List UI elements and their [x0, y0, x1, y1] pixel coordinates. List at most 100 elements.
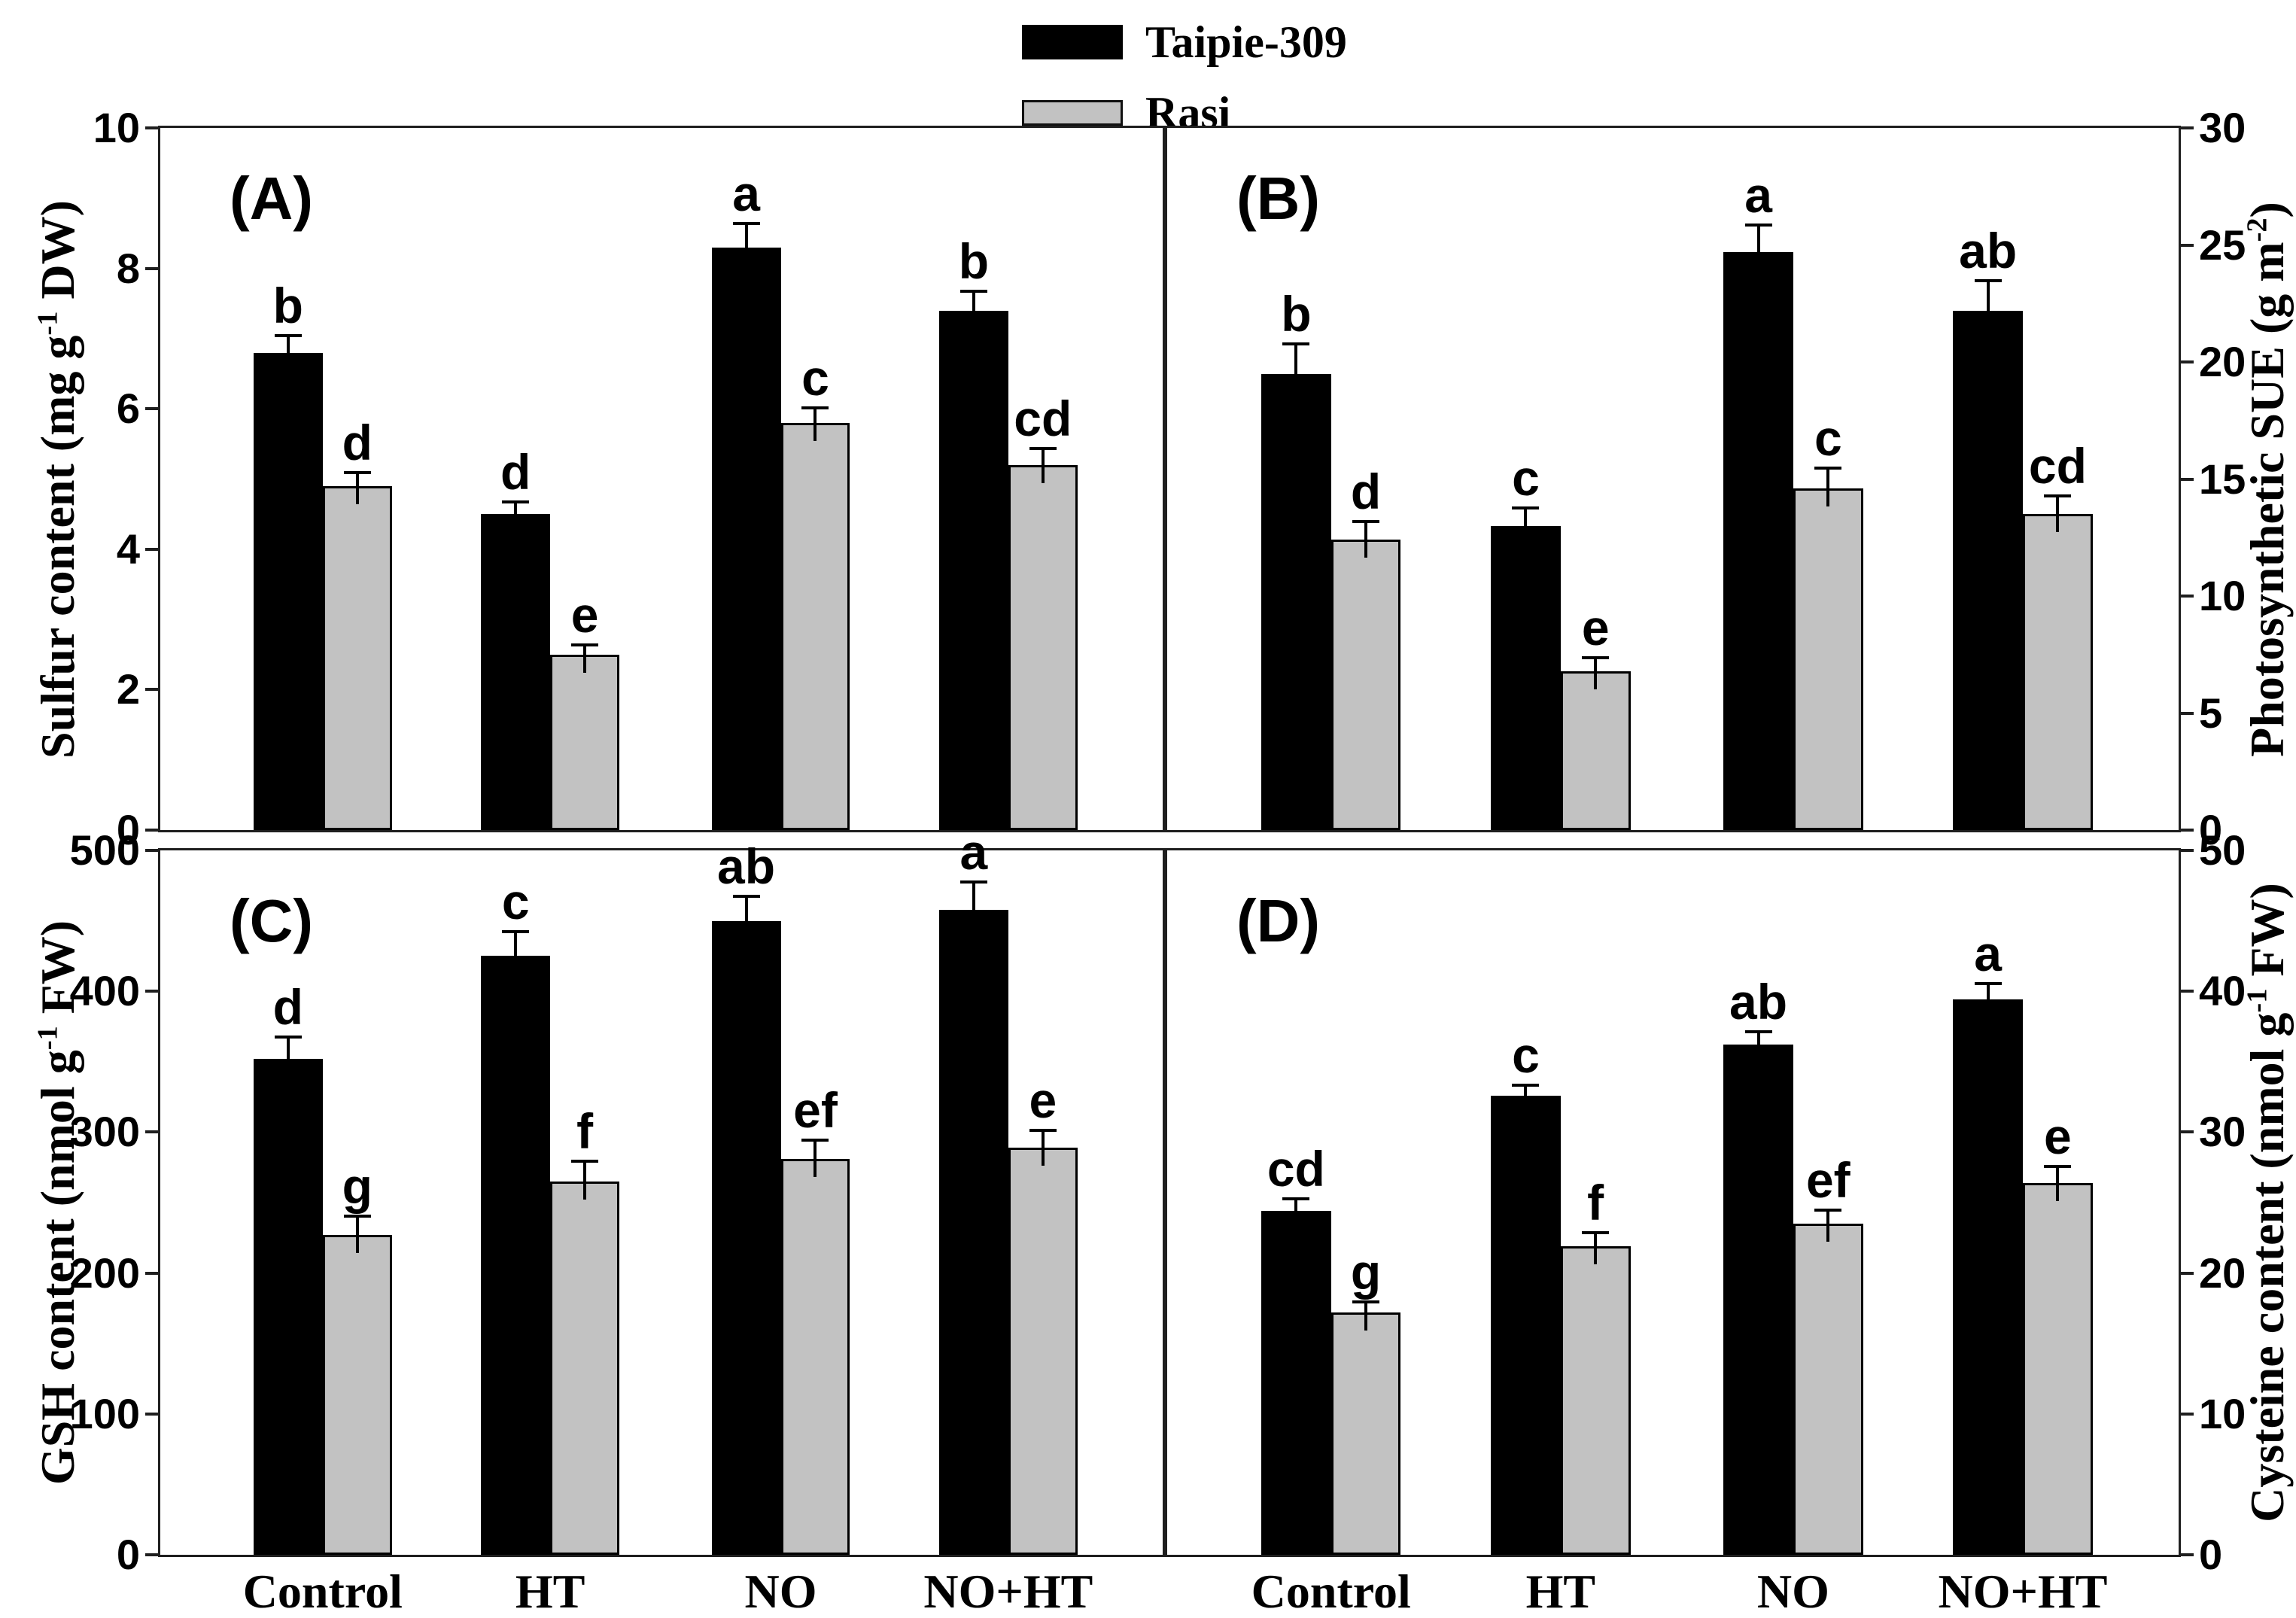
significance-letter: f [1587, 1175, 1604, 1231]
y-axis-tick-label: 4 [116, 525, 140, 573]
panel-a-sulfur-content: (A) 0 2 4 6 8 10 Sulfur content (mg g-1 DW) b d a b… [31, 107, 1165, 851]
significance-letter: e [570, 586, 599, 643]
y-axis-tick [2181, 829, 2194, 832]
bar-rasi-ht [550, 654, 620, 830]
error-bar-stem [1294, 343, 1298, 392]
y-axis-tick [145, 990, 158, 993]
error-bar-stem [1826, 467, 1830, 506]
error-bar-stem [744, 895, 748, 939]
significance-letter: a [732, 165, 760, 221]
significance-letter: ab [1729, 973, 1788, 1029]
bar-rasi-no [1793, 488, 1863, 830]
y-axis-tick-label: 40 [2199, 967, 2246, 1015]
error-bar-cap [1282, 1197, 1310, 1201]
bar-rasi-no [1793, 1224, 1863, 1555]
error-bar-cap [1512, 1083, 1540, 1087]
y-axis-tick [145, 1412, 158, 1416]
bar-rasi-ht [1560, 1246, 1631, 1555]
error-bar-cap [343, 1214, 371, 1218]
y-axis-title: GSH content (nmol g-1 FW) [30, 920, 86, 1485]
y-axis-tick [2181, 360, 2194, 363]
error-bar-stem [1594, 656, 1598, 689]
error-bar-stem [286, 335, 290, 371]
bar-taipie-309-no [1723, 251, 1793, 830]
significance-letter: c [1814, 409, 1842, 466]
y-axis-tick-label: 30 [2199, 1108, 2246, 1156]
y-axis-tick-label: 200 [69, 1248, 140, 1297]
y-axis-tick-label: 100 [69, 1389, 140, 1437]
error-bar-stem [514, 501, 518, 533]
significance-letter: ab [1959, 223, 2018, 279]
panel-label: (D) [1236, 887, 1321, 954]
bar-rasi-no [780, 1158, 850, 1555]
significance-letter: c [1512, 449, 1540, 506]
y-axis-tick [145, 547, 158, 551]
y-axis-tick [2181, 1130, 2194, 1134]
error-bar-cap [1029, 1128, 1057, 1132]
bar-taipie-309-control [1261, 1211, 1331, 1555]
y-axis-tick-label: 20 [2199, 1248, 2246, 1297]
error-bar-stem [972, 881, 975, 928]
significance-letter: g [1350, 1244, 1382, 1300]
y-axis-tick [145, 1130, 158, 1134]
error-bar-cap [274, 334, 302, 338]
y-axis-title-text: ) [2240, 201, 2294, 217]
error-bar-cap [1744, 223, 1772, 227]
significance-letter: d [1350, 464, 1382, 520]
y-axis-title-superscript: -2 [2241, 217, 2273, 242]
error-bar-cap [1582, 1231, 1610, 1235]
bar-taipie-309-no-ht [938, 909, 1008, 1555]
rasi-swatch [1022, 100, 1123, 126]
y-axis-tick-label: 8 [116, 244, 140, 292]
panel-c-gsh-content: (C) 0 100 200 300 400 500 GSH content (nmol g-1… [31, 827, 1165, 1616]
error-bar-stem [355, 1215, 359, 1254]
y-axis-tick-label: 6 [116, 385, 140, 433]
y-axis-tick [2181, 126, 2194, 129]
error-bar-stem [2056, 1166, 2060, 1201]
y-axis-title-superscript: -1 [2241, 988, 2273, 1013]
significance-letter: ef [793, 1081, 838, 1138]
error-bar-cap [801, 1138, 829, 1142]
error-bar-cap [1974, 981, 2002, 985]
y-axis-tick [145, 1271, 158, 1275]
x-category-label-no-ht: NO+HT [923, 1565, 1093, 1618]
significance-letter: e [1029, 1072, 1057, 1128]
y-axis-title-text: GSH content (nmol g [31, 1050, 84, 1486]
y-axis-tick-label: 15 [2199, 455, 2246, 503]
error-bar-stem [813, 1139, 817, 1177]
y-axis-tick-label: 30 [2199, 104, 2246, 151]
y-axis-title-superscript: -1 [32, 1026, 64, 1051]
error-bar-stem [1986, 280, 1990, 329]
y-axis-tick [2181, 1412, 2194, 1416]
error-bar-stem [2056, 495, 2060, 533]
significance-letter: e [1581, 599, 1610, 655]
error-bar-cap [502, 929, 530, 933]
error-bar-cap [801, 406, 829, 410]
bar-taipie-309-ht [1491, 525, 1561, 830]
error-bar-cap [1029, 446, 1057, 450]
error-bar-cap [343, 471, 371, 475]
error-bar-cap [959, 290, 987, 293]
significance-letter: b [1281, 286, 1312, 342]
y-axis-tick-label: 0 [2199, 806, 2223, 853]
error-bar-cap [1744, 1029, 1772, 1033]
y-axis-tick [2181, 849, 2194, 852]
error-bar-stem [1826, 1209, 1830, 1242]
bar-rasi-no [780, 422, 850, 830]
y-axis-title-text: FW) [2240, 883, 2294, 989]
error-bar-stem [1986, 982, 1990, 1018]
significance-letter: cd [1267, 1141, 1325, 1197]
y-axis-title-superscript: -1 [32, 311, 64, 336]
error-bar-cap [1352, 520, 1380, 524]
y-axis-tick [2181, 595, 2194, 598]
y-axis-tick [145, 688, 158, 692]
significance-letter: d [342, 415, 373, 471]
y-axis-tick [145, 829, 158, 832]
error-bar-cap [1974, 279, 2002, 283]
bar-rasi-control [322, 1235, 392, 1555]
legend-label-taipie-309: Taipie-309 [1145, 17, 1347, 67]
y-axis-tick-label: 5 [2199, 689, 2223, 737]
error-bar-stem [1594, 1232, 1598, 1265]
bar-taipie-309-ht [481, 956, 551, 1555]
error-bar-cap [959, 880, 987, 884]
